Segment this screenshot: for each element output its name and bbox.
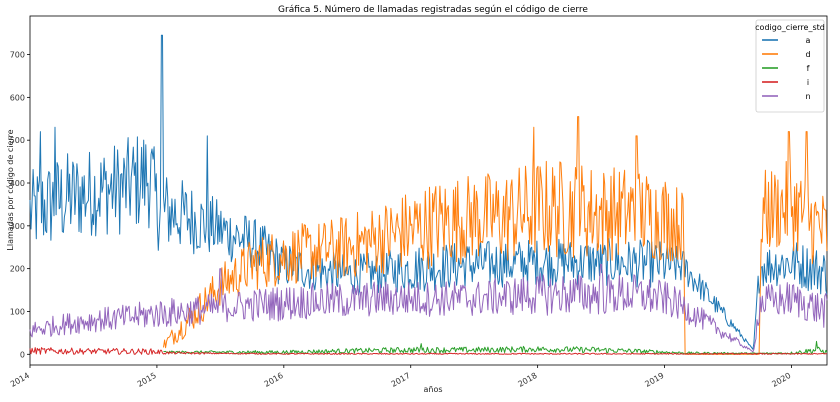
- x-axis-label: años: [423, 385, 442, 394]
- y-tick-label: 700: [10, 51, 25, 60]
- x-tick-label: 2017: [390, 371, 412, 389]
- y-tick-label: 600: [10, 93, 25, 102]
- x-tick-label: 2019: [643, 371, 665, 389]
- x-tick-label: 2015: [136, 371, 158, 389]
- y-axis: 0 100 200 300 400 500 600 700: [10, 51, 30, 359]
- plot-area: [29, 15, 828, 366]
- y-tick-label: 200: [10, 265, 25, 274]
- series-line-n: [29, 263, 828, 353]
- legend-label-d: d: [805, 50, 810, 59]
- y-tick-label: 500: [10, 136, 25, 145]
- y-tick-label: 300: [10, 222, 25, 231]
- y-tick-label: 400: [10, 179, 25, 188]
- legend-label-f: f: [807, 64, 810, 73]
- x-tick-label: 2016: [263, 371, 285, 389]
- series-layer: [29, 34, 828, 355]
- legend-box: [755, 19, 825, 113]
- legend-label-a: a: [806, 36, 811, 45]
- x-tick-label: 2020: [770, 371, 792, 389]
- y-tick-label: 100: [10, 307, 25, 316]
- legend-label-i: i: [807, 78, 809, 87]
- legend-label-n: n: [805, 92, 810, 101]
- x-tick-label: 2018: [517, 371, 539, 389]
- x-axis: 2014 2015 2016 2017 2018 2019 2020: [9, 365, 792, 389]
- legend-title: codigo_cierre_std: [755, 23, 825, 32]
- y-axis-label: Llamadas por código de cierre: [5, 129, 15, 250]
- series-line-i: [29, 347, 827, 355]
- chart-title: Gráfica 5. Número de llamadas registrada…: [278, 4, 588, 15]
- y-tick-label: 0: [20, 350, 25, 359]
- x-tick-label: 2014: [9, 371, 31, 389]
